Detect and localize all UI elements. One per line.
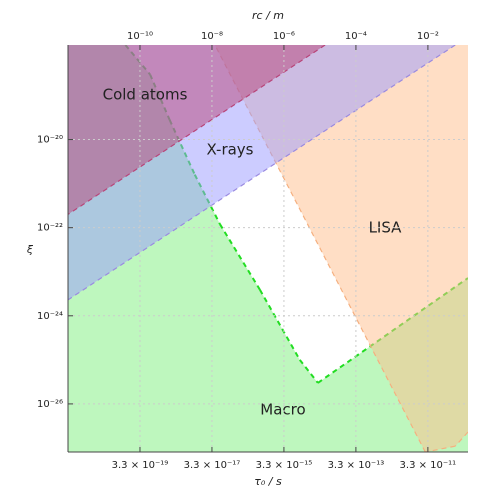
region-label: X-rays	[207, 141, 254, 159]
region-label: Cold atoms	[103, 86, 188, 104]
x2-axis-title: rc / m	[252, 9, 284, 22]
region-edge	[68, 45, 326, 215]
x2-tick-label: 10⁻¹⁰	[127, 31, 153, 42]
region-edge	[298, 359, 319, 384]
x-tick-label: 3.3 × 10⁻¹¹	[400, 460, 457, 471]
y-tick-label: 10⁻²⁰	[37, 135, 63, 146]
x-tick-label: 3.3 × 10⁻¹³	[328, 460, 385, 471]
x-tick-label: 3.3 × 10⁻¹⁹	[112, 460, 169, 471]
x-axis-title: τ₀ / s	[254, 475, 282, 488]
y-axis-title: ξ	[26, 243, 34, 256]
x2-tick-label: 10⁻⁶	[273, 31, 295, 42]
region-label: LISA	[369, 219, 403, 237]
y-tick-label: 10⁻²⁴	[37, 311, 63, 322]
x-tick-label: 3.3 × 10⁻¹⁷	[184, 460, 241, 471]
region-edge	[219, 223, 261, 291]
region-label: Macro	[260, 401, 305, 419]
x2-tick-label: 10⁻²	[417, 31, 439, 42]
y-tick-label: 10⁻²⁶	[37, 399, 63, 410]
x-tick-label: 3.3 × 10⁻¹⁵	[256, 460, 313, 471]
x2-tick-label: 10⁻⁴	[345, 31, 367, 42]
regions	[68, 45, 468, 452]
region-edge	[454, 431, 468, 447]
region-edge	[259, 289, 301, 361]
y-tick-label: 10⁻²²	[37, 223, 63, 234]
x2-tick-label: 10⁻⁸	[201, 31, 223, 42]
